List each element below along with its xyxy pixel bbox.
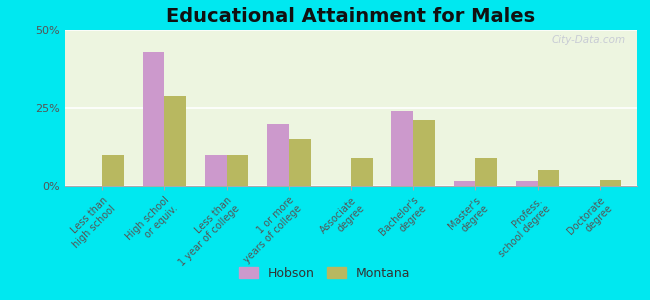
Bar [351, 158, 372, 186]
Bar [454, 181, 475, 186]
Bar [205, 155, 227, 186]
Bar [143, 52, 164, 186]
Bar [600, 180, 621, 186]
Bar [227, 155, 248, 186]
Bar [267, 124, 289, 186]
Bar [391, 111, 413, 186]
Legend: Hobson, Montana: Hobson, Montana [234, 262, 416, 285]
Bar [515, 181, 538, 186]
Bar [164, 95, 187, 186]
Bar [475, 158, 497, 186]
Bar [538, 170, 559, 186]
Text: City-Data.com: City-Data.com [551, 35, 625, 45]
Bar [102, 155, 124, 186]
Bar [413, 121, 435, 186]
Bar [289, 139, 311, 186]
Title: Educational Attainment for Males: Educational Attainment for Males [166, 7, 536, 26]
